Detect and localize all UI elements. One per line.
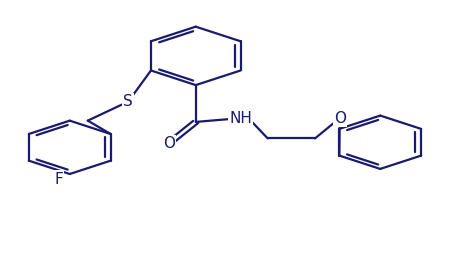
Text: NH: NH bbox=[230, 110, 252, 126]
Text: O: O bbox=[163, 136, 175, 151]
Text: O: O bbox=[334, 110, 346, 126]
Text: S: S bbox=[123, 94, 133, 109]
Text: F: F bbox=[54, 171, 63, 187]
